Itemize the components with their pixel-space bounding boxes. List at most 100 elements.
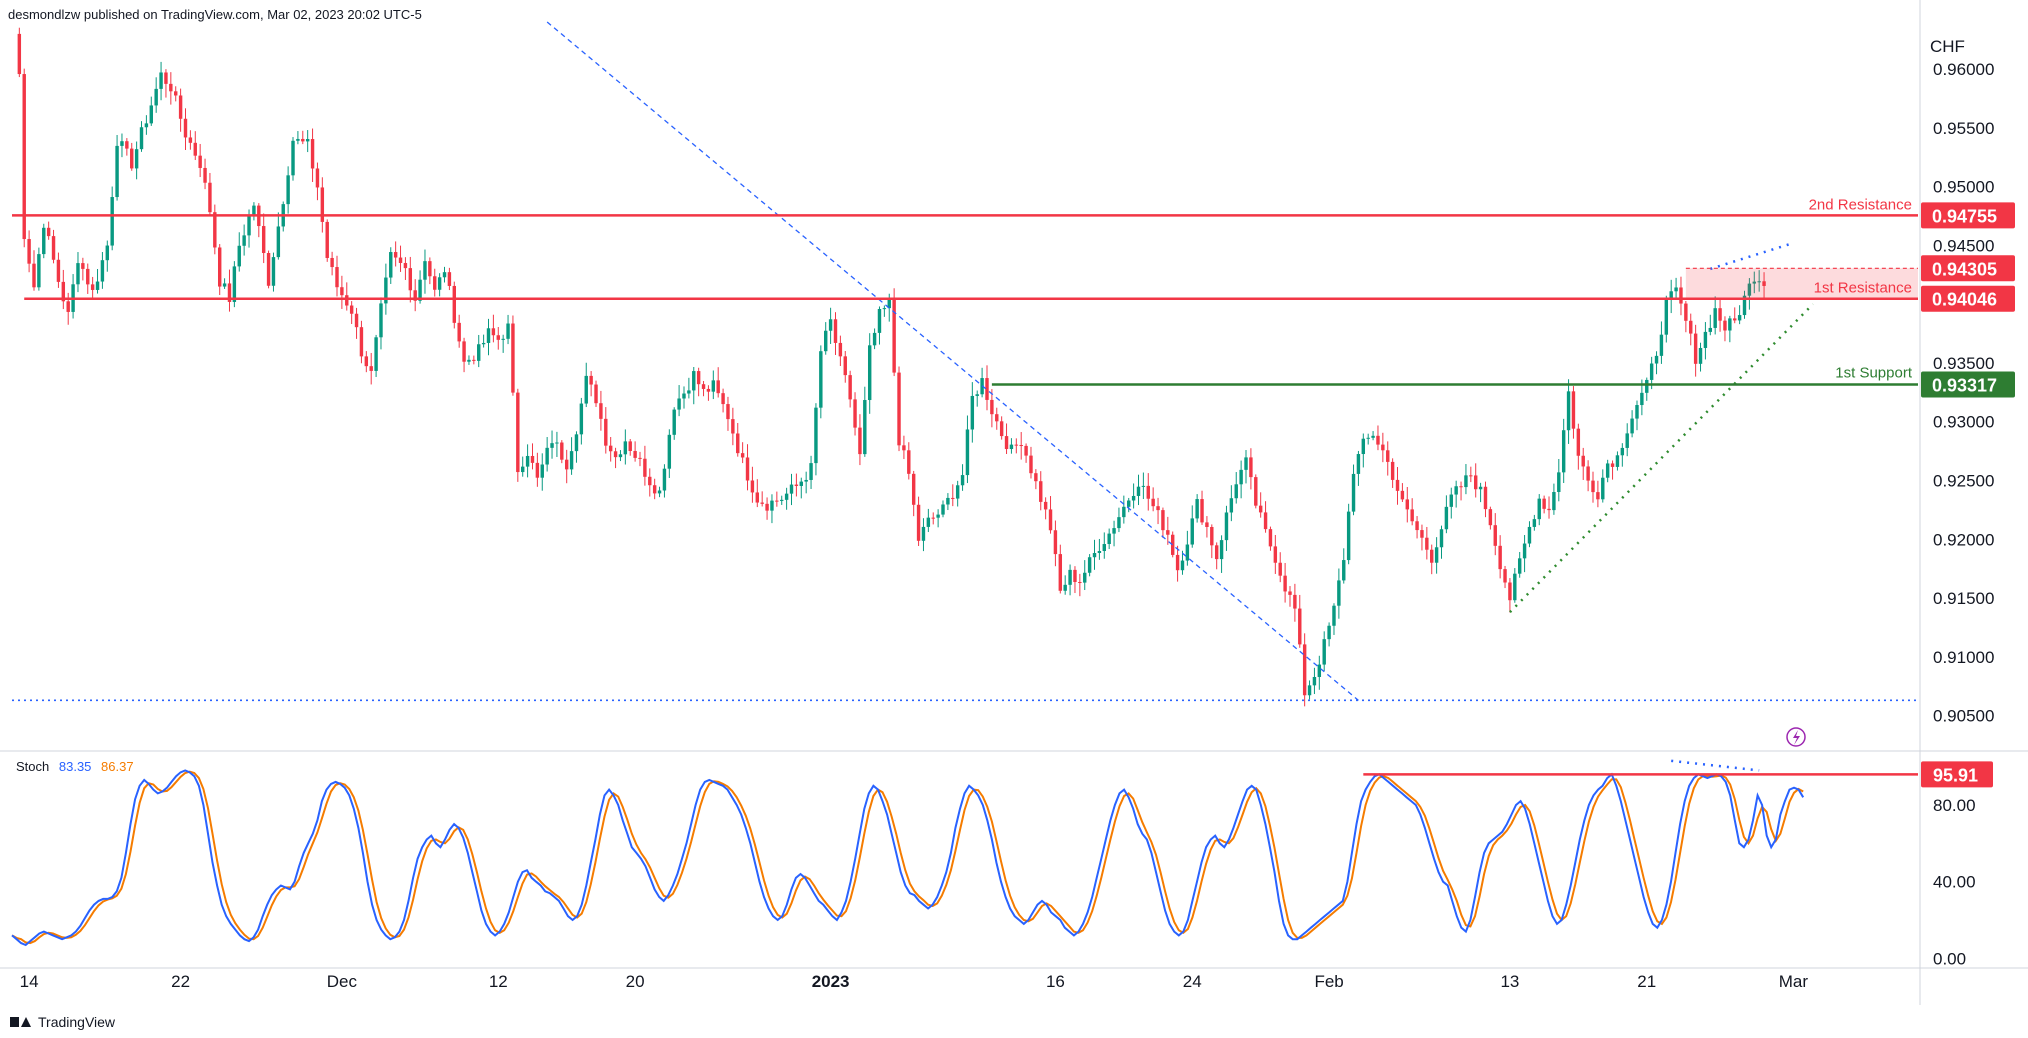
candle-body bbox=[687, 390, 691, 394]
candle-body bbox=[745, 457, 750, 481]
candle-body bbox=[1537, 498, 1541, 520]
time-tick-label: 13 bbox=[1500, 972, 1519, 991]
candle-body bbox=[42, 227, 46, 255]
candle-body bbox=[1078, 582, 1082, 584]
candle-body bbox=[1009, 444, 1014, 450]
candle-body bbox=[1649, 363, 1654, 380]
price-tick-label: 0.91000 bbox=[1933, 648, 1994, 667]
candle-body bbox=[481, 342, 486, 345]
candle-body bbox=[1571, 391, 1576, 429]
candle-body bbox=[1337, 580, 1341, 606]
candle-body bbox=[232, 266, 237, 302]
candle-body bbox=[1723, 320, 1727, 331]
candle-body bbox=[1249, 457, 1253, 478]
candle-body bbox=[780, 499, 784, 501]
candle-body bbox=[1601, 477, 1605, 500]
candle-body bbox=[1405, 499, 1410, 510]
candle-body bbox=[975, 394, 979, 396]
candle-body bbox=[1488, 509, 1493, 526]
candle-body bbox=[1307, 685, 1312, 696]
candle-body bbox=[916, 504, 921, 541]
candle-body bbox=[535, 462, 540, 478]
candle-body bbox=[428, 261, 432, 277]
candle-body bbox=[252, 205, 256, 217]
candle-body bbox=[203, 167, 207, 183]
time-tick-label: 20 bbox=[626, 972, 645, 991]
candle-body bbox=[276, 226, 281, 258]
price-tag-2-bg bbox=[1921, 285, 2015, 312]
candle-body bbox=[1610, 463, 1615, 467]
candle-body bbox=[86, 268, 90, 285]
candle-body bbox=[799, 481, 803, 486]
candle-body bbox=[711, 380, 716, 392]
candle-body bbox=[1210, 526, 1214, 546]
candle-body bbox=[667, 434, 672, 469]
candle-body bbox=[902, 445, 906, 451]
candle-body bbox=[477, 344, 481, 361]
candle-body bbox=[926, 517, 931, 527]
candle-body bbox=[516, 392, 520, 473]
candle-body bbox=[1146, 485, 1150, 499]
stoch-k-line bbox=[11, 769, 1805, 947]
time-tick-label: 14 bbox=[20, 972, 39, 991]
candle-body bbox=[1229, 498, 1234, 513]
first-support-text: 1st Support bbox=[1835, 364, 1913, 381]
candle-body bbox=[696, 371, 701, 385]
price-tick-label: 0.93500 bbox=[1933, 354, 1994, 373]
candle-body bbox=[320, 187, 325, 222]
candle-body bbox=[335, 267, 339, 288]
candle-body bbox=[408, 268, 413, 291]
currency-label: CHF bbox=[1930, 37, 1965, 56]
candle-body bbox=[1386, 450, 1390, 462]
candle-body bbox=[560, 442, 564, 460]
candle-body bbox=[349, 305, 354, 314]
candle-body bbox=[56, 259, 61, 282]
candle-body bbox=[604, 418, 608, 446]
candle-body bbox=[1566, 391, 1571, 431]
candle-body bbox=[198, 155, 202, 168]
candle-body bbox=[594, 384, 598, 404]
candle-body bbox=[843, 356, 847, 376]
candle-body bbox=[100, 260, 105, 282]
candle-body bbox=[1430, 549, 1434, 563]
candle-body bbox=[354, 313, 359, 328]
candle-body bbox=[1498, 545, 1502, 570]
candle-body bbox=[955, 485, 960, 499]
candle-body bbox=[682, 393, 686, 399]
candle-body bbox=[853, 399, 857, 428]
candle-body bbox=[907, 450, 911, 474]
candle-body bbox=[911, 473, 916, 505]
candle-body bbox=[1733, 318, 1737, 321]
tradingview-brand[interactable]: TradingView bbox=[10, 1014, 115, 1030]
candle-body bbox=[340, 287, 344, 296]
candle-body bbox=[193, 142, 197, 156]
candle-body bbox=[301, 138, 305, 142]
price-tick-label: 0.90500 bbox=[1933, 707, 1994, 726]
candle-body bbox=[623, 441, 628, 455]
candle-body bbox=[1591, 480, 1595, 493]
price-tick-label: 0.95000 bbox=[1933, 178, 1994, 197]
candle-body bbox=[882, 308, 887, 310]
candle-body bbox=[286, 175, 290, 205]
lightning-bolt-icon bbox=[1793, 730, 1800, 745]
candle-body bbox=[325, 221, 329, 258]
stoch-d-line bbox=[11, 770, 1804, 945]
stoch-d-value: 86.37 bbox=[101, 759, 134, 774]
candle-body bbox=[750, 480, 755, 493]
candle-body bbox=[125, 141, 129, 149]
candle-body bbox=[1068, 569, 1072, 585]
candle-body bbox=[130, 148, 134, 169]
candle-body bbox=[1351, 473, 1356, 512]
candle-body bbox=[345, 295, 349, 306]
candle-body bbox=[174, 91, 178, 96]
time-tick-label: 21 bbox=[1637, 972, 1656, 991]
candle-body bbox=[1356, 454, 1361, 474]
candle-body bbox=[1654, 355, 1659, 364]
candle-body bbox=[1170, 534, 1175, 555]
price-tag-1: 0.94305 bbox=[1932, 259, 1997, 279]
candle-body bbox=[486, 328, 491, 343]
candle-body bbox=[618, 454, 623, 458]
candle-body bbox=[472, 359, 476, 361]
price-tick-label: 0.93000 bbox=[1933, 413, 1994, 432]
